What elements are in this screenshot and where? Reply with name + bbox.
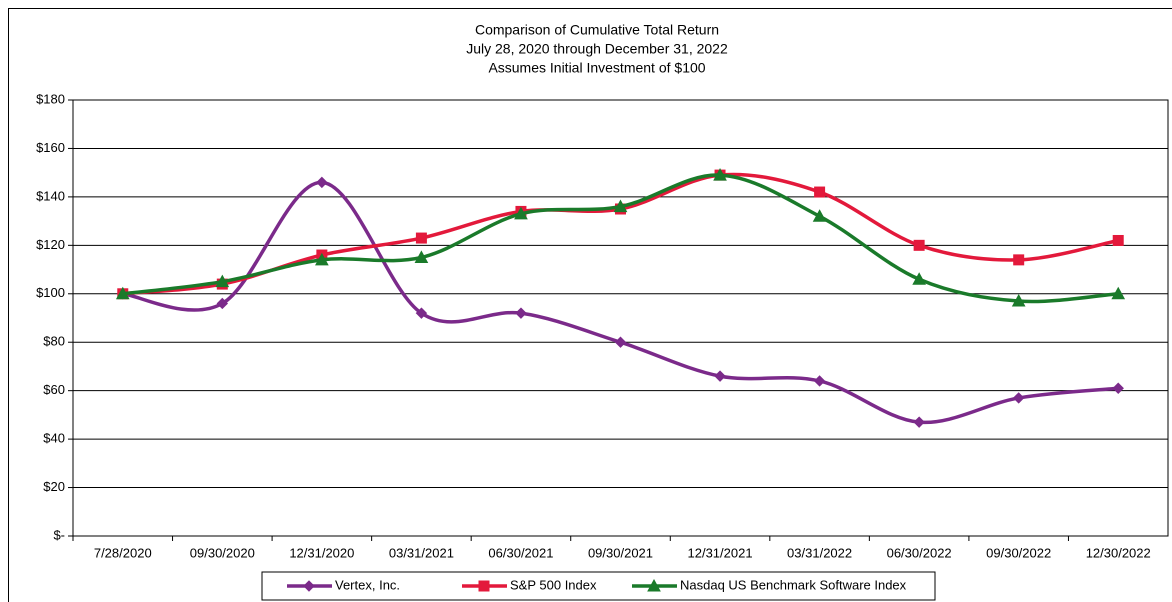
x-tick-label: 06/30/2022: [887, 545, 952, 560]
legend-label: S&P 500 Index: [510, 577, 597, 592]
data-point: [1013, 254, 1025, 266]
legend-marker: [303, 580, 315, 592]
data-point: [913, 416, 925, 428]
data-point: [216, 297, 229, 310]
chart-subtitle: July 28, 2020 through December 31, 2022: [466, 41, 728, 57]
y-tick-label: $140: [36, 188, 65, 203]
chart-title: Comparison of Cumulative Total Return: [475, 22, 719, 38]
x-tick-label: 7/28/2020: [94, 545, 152, 560]
x-tick-label: 09/30/2021: [588, 545, 653, 560]
y-tick-label: $160: [36, 140, 65, 155]
x-tick-label: 03/31/2022: [787, 545, 852, 560]
legend-label: Nasdaq US Benchmark Software Index: [680, 577, 907, 592]
legend-marker: [478, 580, 490, 592]
data-point: [115, 286, 130, 300]
legend-marker: [647, 578, 661, 592]
x-tick-label: 06/30/2021: [488, 545, 553, 560]
data-point: [814, 186, 826, 198]
data-point: [1112, 234, 1124, 246]
data-point: [613, 199, 628, 213]
data-point: [415, 307, 428, 319]
legend-label: Vertex, Inc.: [335, 577, 400, 592]
data-point: [315, 252, 329, 266]
chart-subtitle: Assumes Initial Investment of $100: [488, 60, 705, 76]
x-tick-label: 09/30/2022: [986, 545, 1051, 560]
y-tick-label: $40: [43, 431, 65, 446]
series-line: [122, 180, 1119, 425]
data-point: [1112, 382, 1124, 394]
y-tick-label: $120: [36, 237, 65, 252]
data-point: [913, 239, 925, 251]
x-tick-label: 12/30/2022: [1086, 545, 1151, 560]
x-tick-label: 12/31/2021: [688, 545, 753, 560]
y-tick-label: $20: [43, 479, 65, 494]
y-tick-label: $100: [36, 285, 65, 300]
data-point: [515, 307, 527, 319]
y-tick-label: $180: [36, 91, 65, 106]
x-tick-label: 09/30/2020: [190, 545, 255, 560]
data-point: [614, 336, 627, 348]
data-point: [912, 272, 926, 285]
x-tick-label: 12/31/2020: [289, 545, 354, 560]
data-point: [514, 206, 528, 220]
data-point: [1012, 392, 1025, 404]
data-point: [316, 176, 328, 189]
data-point: [415, 232, 427, 244]
data-point: [812, 209, 827, 222]
y-tick-label: $-: [53, 527, 65, 542]
data-point: [714, 370, 726, 382]
plot-area: [72, 99, 1169, 537]
y-tick-label: $60: [43, 382, 65, 397]
data-point: [713, 168, 727, 181]
data-point: [1011, 294, 1026, 307]
data-point: [414, 250, 429, 263]
x-tick-label: 03/31/2021: [389, 545, 454, 560]
legend: [261, 571, 936, 601]
data-point: [1111, 286, 1126, 300]
data-point: [215, 274, 230, 288]
y-tick-label: $80: [43, 334, 65, 349]
data-point: [813, 375, 826, 387]
